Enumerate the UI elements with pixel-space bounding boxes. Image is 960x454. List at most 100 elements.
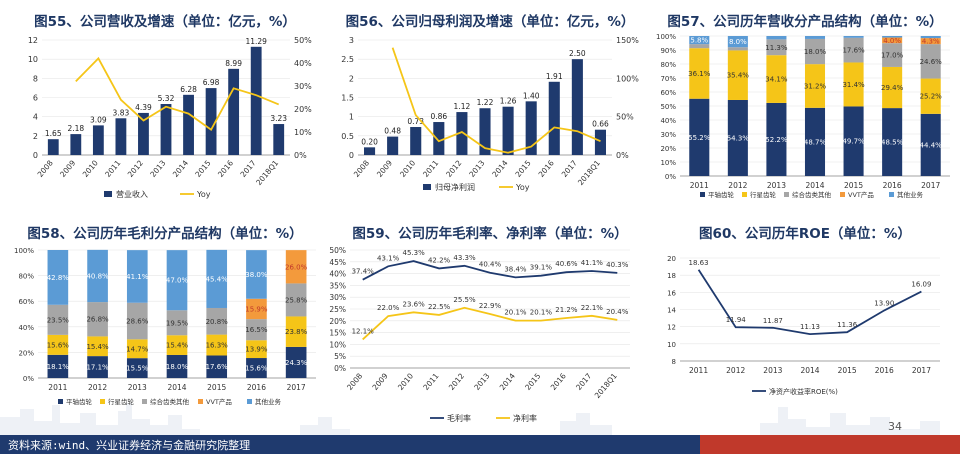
c58-segment-label: 18.1% [47,363,70,371]
c58-segment [166,354,188,378]
c56-ytick-label: 3 [349,36,354,45]
c56-y2tick-label: 150% [616,36,639,45]
c55-bar-label: 4.39 [135,103,152,112]
c57-xtick-label: 2013 [767,181,786,190]
c60-point-label: 11.94 [726,316,747,324]
c56-y2tick-label: 0% [616,151,629,160]
c56-legend-label: Yoy [515,183,530,192]
c56-bar-label: 0.73 [407,117,424,126]
c60-xtick-label: 2016 [875,366,894,375]
c57-segment [920,44,941,79]
c57-segment-label: 17.0% [881,52,904,60]
c59-point-label: 43.1% [377,254,400,262]
c58-legend-swatch [198,399,203,404]
c60-ytick-label: 12 [667,324,676,332]
c58-segment [285,250,307,284]
c58-segment [126,302,148,340]
c58-segment [87,336,108,357]
c55-y2tick-label: 0% [294,151,307,160]
c57-legend-label: 综合齿类其他 [792,190,832,199]
c58-segment [285,316,307,347]
c59-xtick-label: 2012 [447,371,466,392]
c56-bar [433,122,445,155]
c57-segment-label: 4.3% [922,38,940,46]
c57-segment [689,98,710,176]
c55-bar [205,88,217,155]
c60-xtick-label: 2014 [800,366,819,375]
c58-segment-label: 24.3% [285,359,308,367]
c55-legend-label: Yoy [196,190,211,199]
c58-segment [166,335,188,355]
c55-bar [115,118,127,155]
c56-bar-label: 1.12 [454,102,471,111]
c56-bar-label: 0.66 [592,120,609,129]
c58-segment [47,354,69,378]
c56-xtick-label: 2017 [560,158,579,179]
c59-xtick-label: 2008 [345,371,364,392]
c59-point-label: 42.2% [428,256,451,264]
c58-segment [87,302,108,337]
c60-ytick-label: 8 [672,358,676,366]
c55-bar [183,94,194,155]
c57-segment [882,36,903,38]
c58-legend-label: 综合齿类其他 [150,397,190,406]
c56-xtick-label: 2014 [490,158,509,179]
c59-ytick-label: 25% [329,305,346,314]
c56-xtick-label: 2009 [375,158,394,179]
c59-point-label: 40.6% [555,260,578,268]
c58-segment-label: 23.8% [285,328,308,336]
c58-segment [206,334,228,356]
c59-point-label: 22.9% [479,302,502,310]
c56-ytick-label: 2 [349,74,354,83]
c58-segment [87,249,108,303]
c56-xtick-label: 2008 [352,158,371,179]
c55-yoy-line [75,56,280,132]
c57-segment-label: 18.0% [804,48,827,56]
c58-segment-label: 45.4% [206,275,229,283]
c56-ytick-label: 1 [349,113,354,122]
c56-xtick-label: 2011 [421,158,440,179]
c58-segment [246,358,267,378]
c55-bar [160,104,172,155]
c57-segment-label: 49.7% [842,138,865,146]
c60-ytick-label: 14 [667,307,676,315]
c59-point-label: 20.1% [504,309,527,317]
c55-ytick-label: 12 [28,36,38,45]
c58-legend-label: 行星齿轮 [108,397,135,406]
c59-ytick-label: 45% [329,258,346,267]
c57-segment-label: 34.1% [765,76,788,84]
c58-segment [47,304,69,335]
c56-xtick-label: 2016 [537,158,556,179]
c59-ytick-label: 40% [329,270,346,279]
c60-point-label: 11.13 [800,323,820,331]
c57-xtick-label: 2014 [805,181,824,190]
c57-segment [882,66,903,109]
c59-xtick-label: 2018Q1 [593,371,619,400]
c58-segment [285,346,307,378]
c58-segment [206,355,228,378]
c57-segment-label: 31.2% [804,82,827,90]
c58-segment-label: 15.4% [166,342,189,350]
c56-ytick-label: 2.5 [341,55,354,64]
c58-segment-label: 40.8% [86,272,109,280]
c57-segment [843,106,864,176]
c59-point-label: 20.4% [606,308,629,316]
c60-point-label: 18.63 [689,259,709,267]
c56-bar-label: 0.48 [384,127,401,136]
c55-bar [250,46,262,155]
c56-bar [456,112,468,155]
c56-bar [548,81,560,155]
c56-legend-swatch [423,184,431,190]
c58-segment-label: 17.6% [206,363,229,371]
c60-xtick-label: 2012 [726,366,745,375]
c55-bar [70,134,82,155]
c58-xtick-label: 2014 [167,383,186,392]
c57-segment [882,37,903,44]
c56-bar-label: 1.22 [477,98,494,107]
c59-xtick-label: 2010 [396,371,415,392]
c58-segment [246,319,267,341]
chart-title-margins: 图59、公司历年毛利率、净利率（单位：%） [352,226,628,242]
c55-ytick-label: 4 [33,113,38,122]
c55-bar-label: 6.28 [180,85,197,94]
c59-point-label: 39.1% [530,264,553,272]
